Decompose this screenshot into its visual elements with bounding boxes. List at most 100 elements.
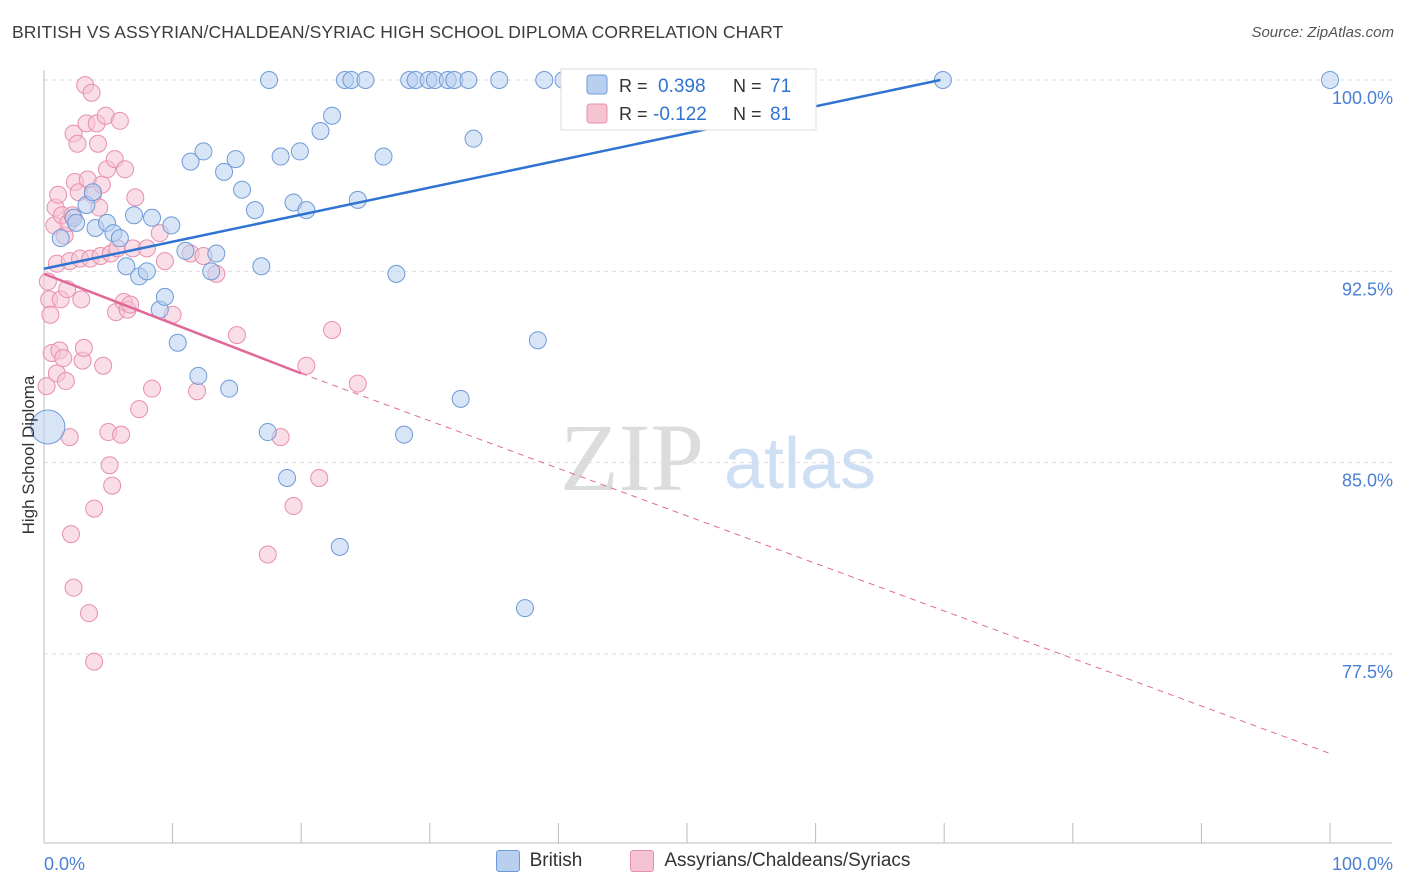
assyrian-point (49, 185, 68, 204)
british-point (464, 129, 483, 148)
british-point (162, 216, 181, 235)
chart-title: BRITISH VS ASSYRIAN/CHALDEAN/SYRIAC HIGH… (12, 22, 784, 42)
assyrian-point (188, 382, 207, 401)
british-point (271, 147, 290, 166)
british-point (258, 423, 277, 442)
assyrian-trend-extension (301, 372, 1331, 754)
assyrian-point (348, 374, 367, 393)
y-tick-label-0: 100.0% (1332, 88, 1393, 108)
assyrian-point (64, 578, 83, 597)
assyrian-point (112, 425, 131, 444)
british-point (125, 206, 144, 225)
british-point (137, 262, 156, 281)
assyrian-point (62, 525, 81, 544)
axes (43, 70, 1392, 844)
british-point (202, 262, 221, 281)
british-point (330, 537, 349, 556)
british-point (252, 257, 271, 276)
british-point (374, 147, 393, 166)
british-point (67, 213, 86, 232)
british-point (181, 152, 200, 171)
stats-british-n-value: 71 (770, 76, 791, 97)
stats-british-swatch (586, 74, 608, 95)
british-point (451, 389, 470, 408)
watermark: ZIP atlas (560, 404, 876, 511)
british-point (260, 71, 279, 89)
legend-british[interactable]: British (495, 850, 583, 872)
stats-british-n-label: N = (733, 76, 762, 96)
british-point (515, 599, 534, 618)
assyrian-point (116, 160, 135, 179)
british-point (490, 71, 509, 89)
assyrian-point (126, 188, 145, 207)
assyrian-point (56, 372, 75, 391)
british-point (194, 142, 213, 161)
legend-assyrian-swatch (630, 850, 655, 872)
assyrian-point (72, 290, 91, 309)
british-point (215, 162, 234, 181)
british-point (117, 257, 136, 276)
watermark-atlas: atlas (724, 424, 876, 504)
grid-lines (44, 79, 1392, 655)
assyrian-point (258, 545, 277, 564)
british-point (207, 244, 226, 263)
assyrian-point (85, 499, 104, 518)
british-point (387, 264, 406, 283)
stats-assyrian-swatch (586, 103, 608, 124)
stats-british-r-label: R = (619, 76, 648, 96)
assyrian-point (82, 83, 101, 102)
british-point (311, 122, 330, 141)
british-point (176, 241, 195, 260)
assyrian-point (284, 497, 303, 516)
assyrian-point (100, 456, 119, 475)
british-point (233, 180, 252, 199)
assyrian-point (130, 400, 149, 419)
trend-lines (43, 78, 1331, 754)
assyrian-trend-line (43, 272, 302, 375)
british-point (290, 142, 309, 161)
assyrian-point (155, 252, 174, 271)
stats-assyrian-n-value: 81 (770, 104, 791, 125)
british-point (528, 331, 547, 350)
assyrian-point (85, 652, 104, 671)
legend-british-label: British (529, 850, 583, 871)
y-tick-label-1: 92.5% (1342, 279, 1393, 299)
british-point (323, 106, 342, 125)
tick-labels: 100.0% 92.5% 85.0% 77.5% 0.0% 100.0% (44, 88, 1393, 874)
british-point (245, 201, 264, 220)
legend-assyrian-label: Assyrians/Chaldeans/Syriacs (664, 850, 911, 871)
british-point (395, 425, 414, 444)
british-point (143, 208, 162, 227)
british-point (51, 229, 70, 248)
bottom-legend: British Assyrians/Chaldeans/Syriacs (0, 850, 1406, 872)
assyrian-point (80, 604, 99, 623)
assyrian-point (227, 326, 246, 345)
x-tick-label-1: 100.0% (1332, 854, 1393, 874)
stats-assyrian-r-value: -0.122 (653, 104, 707, 125)
watermark-zip: ZIP (560, 404, 704, 511)
assyrian-point (68, 134, 87, 153)
british-point (155, 287, 174, 306)
stats-british-r-value: 0.398 (658, 76, 706, 97)
british-point (535, 71, 554, 89)
british-point (168, 333, 187, 352)
british-point (110, 229, 129, 248)
british-point (1321, 71, 1339, 89)
assyrian-point (323, 321, 342, 340)
assyrian-point (310, 468, 329, 487)
assyrian-point (54, 349, 73, 368)
legend-assyrian[interactable]: Assyrians/Chaldeans/Syriacs (630, 850, 910, 872)
assyrian-point (94, 356, 113, 375)
british-point (278, 468, 297, 487)
stats-assyrian-n-label: N = (733, 104, 762, 124)
british-point (459, 71, 478, 89)
y-axis-label: High School Diploma (19, 375, 38, 534)
source-credit: Source: ZipAtlas.com (1251, 24, 1394, 41)
british-point (30, 409, 66, 445)
british-point (83, 183, 102, 202)
assyrian-point (143, 379, 162, 398)
british-point (348, 190, 367, 209)
assyrian-point (41, 305, 60, 324)
assyrian-point (103, 476, 122, 495)
